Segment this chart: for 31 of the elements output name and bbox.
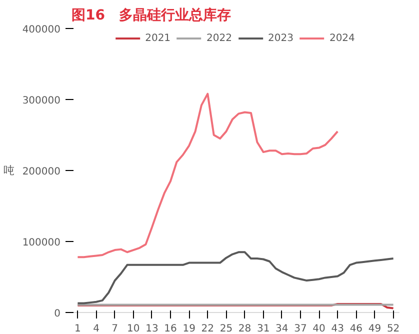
x-tick-label: 28 <box>238 324 252 334</box>
x-tick-label: 16 <box>164 324 177 334</box>
y-tick-label: 400000 <box>22 24 61 36</box>
x-tick-label: 49 <box>368 324 382 334</box>
line-series <box>76 251 394 304</box>
y-tick-label: 300000 <box>22 96 61 106</box>
legend-label: 2021 <box>145 32 171 44</box>
x-tick-label: 13 <box>146 324 158 334</box>
x-tick-label: 10 <box>127 324 140 334</box>
x-tick-label: 1 <box>74 324 81 334</box>
x-tick-label: 4 <box>93 324 100 334</box>
x-tick-label: 22 <box>201 324 214 334</box>
y-tick-label: 200000 <box>22 166 61 178</box>
y-tick-label: 100000 <box>22 238 61 248</box>
x-tick-label: 31 <box>256 324 270 334</box>
y-tick-label: 0 <box>54 308 61 320</box>
x-tick-label: 7 <box>112 324 118 334</box>
legend-label: 2024 <box>329 32 355 44</box>
x-tick-label: 43 <box>331 324 344 334</box>
x-tick-label: 34 <box>276 324 288 334</box>
legend-label: 2022 <box>206 32 232 44</box>
legend-label: 2023 <box>268 32 294 44</box>
x-tick-label: 46 <box>350 324 363 334</box>
chart-title: 图16 多晶硅行业总库存 <box>72 6 231 24</box>
x-tick-label: 52 <box>386 324 400 334</box>
x-tick-label: 25 <box>220 324 233 334</box>
y-axis-title: 吨 <box>3 164 14 177</box>
x-tick-label: 37 <box>294 324 307 334</box>
line-series <box>76 92 339 258</box>
x-tick-label: 40 <box>312 324 326 334</box>
x-tick-label: 19 <box>182 324 196 334</box>
